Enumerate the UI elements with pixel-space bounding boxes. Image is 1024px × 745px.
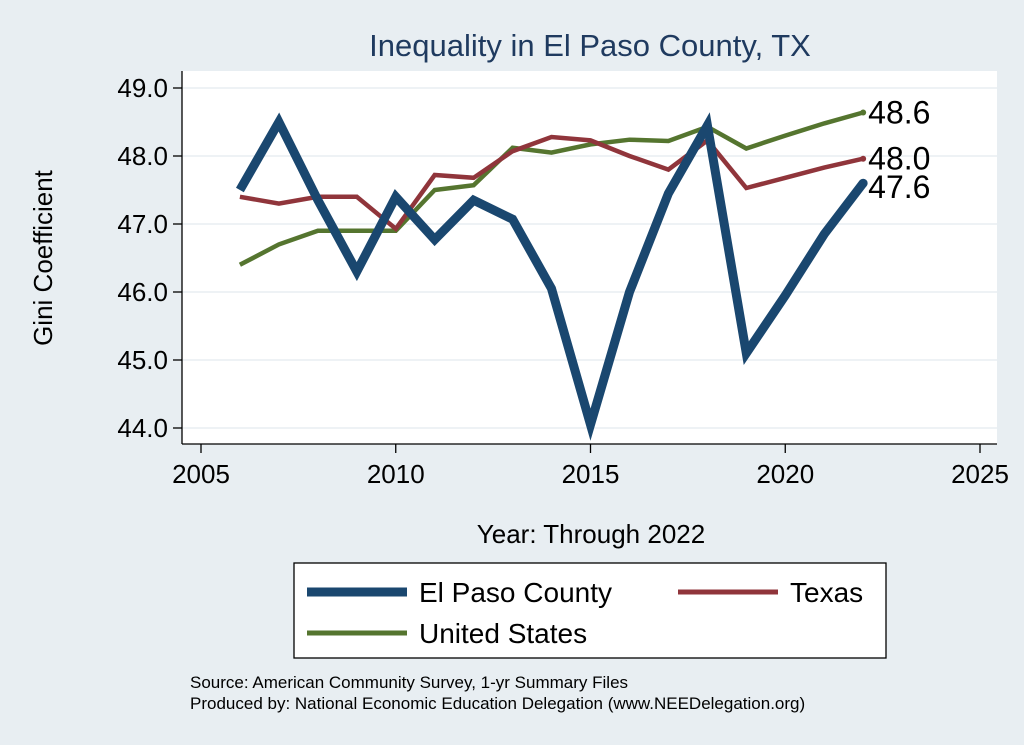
- x-tick-label-2: 2015: [562, 459, 620, 489]
- grid-lines: [182, 87, 997, 429]
- legend-label-texas: Texas: [790, 577, 863, 608]
- x-tick-label-3: 2020: [756, 459, 814, 489]
- y-axis-title: Gini Coefficient: [28, 169, 58, 346]
- series-line-el-paso-county: [235, 112, 867, 441]
- axis-ticks: 44.0 45.0 46.0 47.0 48.0 49.0 2005 2010 2015 2020…: [117, 73, 1009, 489]
- end-labels: 47.648.0 48.6: [868, 94, 930, 205]
- y-tick-label-3: 47.0: [117, 209, 168, 239]
- series-lines: [235, 109, 868, 441]
- chart-title: Inequality in El Paso County, TX: [369, 28, 811, 63]
- series-end-point-united-states: [860, 109, 867, 116]
- end-label-texas: 48.0: [868, 141, 930, 177]
- end-label-united-states: 48.6: [868, 94, 930, 130]
- source-line-1: Source: American Community Survey, 1-yr …: [190, 673, 628, 692]
- series-line-texas: [239, 134, 864, 233]
- y-tick-label-4: 48.0: [117, 141, 168, 171]
- y-tick-label-5: 49.0: [117, 73, 168, 103]
- end-label-el-paso-county: 47.6: [868, 169, 930, 205]
- x-tick-label-1: 2010: [367, 459, 425, 489]
- y-tick-label-1: 45.0: [117, 345, 168, 375]
- legend-label-united-states: United States: [419, 618, 587, 649]
- source-line-2: Produced by: National Economic Education…: [190, 694, 805, 713]
- legend-box: [293, 562, 887, 659]
- y-tick-label-0: 44.0: [117, 413, 168, 443]
- series-end-point-texas: [860, 155, 867, 162]
- series-line-united-states: [238, 110, 864, 267]
- plot-area: [182, 71, 997, 444]
- x-axis-title: Year: Through 2022: [477, 519, 705, 549]
- x-tick-label-4: 2025: [951, 459, 1009, 489]
- series-end-point-el-paso-county: [858, 178, 868, 188]
- legend: El Paso County Texas United States: [293, 562, 887, 659]
- y-tick-label-2: 46.0: [117, 277, 168, 307]
- legend-label-el-paso: El Paso County: [419, 577, 612, 608]
- x-tick-label-0: 2005: [172, 459, 230, 489]
